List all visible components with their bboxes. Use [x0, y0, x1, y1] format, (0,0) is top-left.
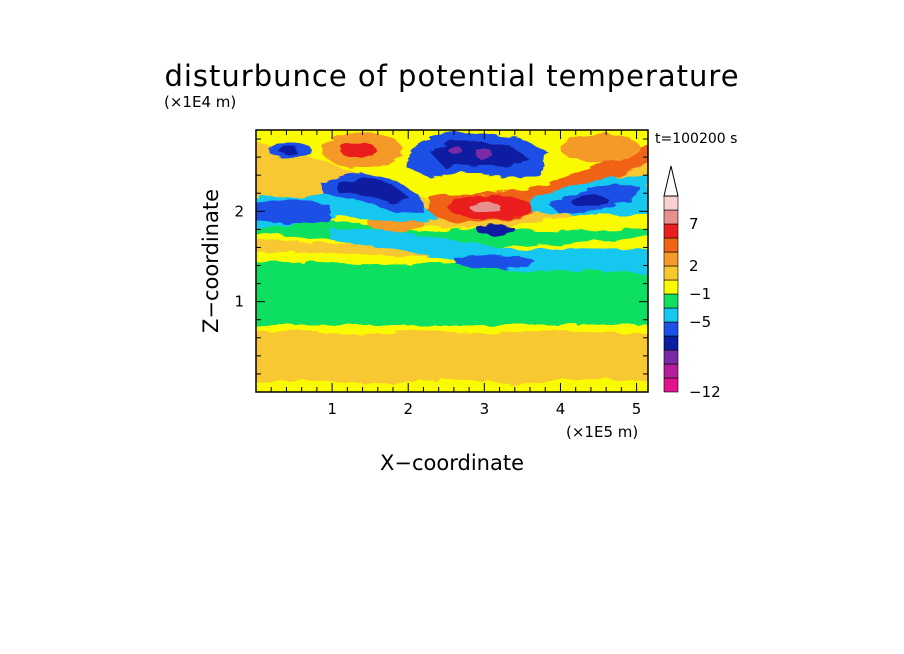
field-orange-blob-right — [560, 134, 640, 162]
colorbar-segment — [663, 279, 679, 295]
colorbar-label: 2 — [689, 257, 699, 275]
field-purple-top-left — [449, 145, 461, 155]
y-axis-label: Z−coordinate — [199, 189, 223, 333]
field-navy-top-left — [278, 146, 298, 154]
colorbar-extend-arrow — [663, 165, 679, 197]
colorbar-segment — [663, 307, 679, 323]
colorbar-segment — [663, 363, 679, 379]
colorbar-label: −12 — [689, 383, 721, 401]
colorbar-segment — [663, 321, 679, 337]
x-tick-label: 3 — [480, 400, 490, 418]
field-blue-left — [256, 200, 330, 224]
x-tick-label: 5 — [632, 400, 642, 418]
colorbar: −12−5−127 — [663, 165, 721, 401]
colorbar-label: 7 — [689, 215, 699, 233]
y-unit-label: (×1E4 m) — [164, 93, 236, 111]
time-label: t=100200 s — [655, 131, 737, 147]
field-navy-mid — [476, 225, 516, 235]
field-pink-core — [470, 203, 502, 213]
y-tick-label: 1 — [234, 293, 244, 311]
x-tick-label: 4 — [556, 400, 566, 418]
field-blue-patch — [455, 255, 535, 269]
colorbar-segment — [663, 209, 679, 225]
field-navy-right — [570, 196, 610, 206]
contour-field — [256, 130, 648, 392]
x-axis-label: X−coordinate — [380, 451, 524, 475]
colorbar-segment — [663, 195, 679, 211]
colorbar-segment — [663, 223, 679, 239]
colorbar-segment — [663, 335, 679, 351]
field-cyan-band — [330, 228, 648, 274]
x-tick-label: 2 — [403, 400, 413, 418]
plot-frame — [255, 129, 649, 393]
colorbar-label: −5 — [689, 313, 711, 331]
colorbar-label: −1 — [689, 285, 711, 303]
colorbar-segment — [663, 265, 679, 281]
colorbar-segment — [663, 349, 679, 365]
field-navy-upper-band — [336, 177, 410, 203]
y-tick-label: 2 — [234, 202, 244, 220]
axis-ticks: 1 2 3 4 5 1 2 — [234, 130, 648, 418]
field-lower-orange — [256, 330, 648, 384]
colorbar-segment — [663, 237, 679, 253]
colorbar-segment — [663, 377, 679, 393]
colorbar-segment — [663, 251, 679, 267]
chart-title: disturbunce of potential temperature — [164, 59, 739, 93]
field-red-blob-top — [340, 142, 376, 158]
x-unit-label: (×1E5 m) — [566, 423, 638, 441]
colorbar-segment — [663, 293, 679, 309]
field-purple-top-center — [476, 148, 492, 160]
x-tick-label: 1 — [327, 400, 337, 418]
